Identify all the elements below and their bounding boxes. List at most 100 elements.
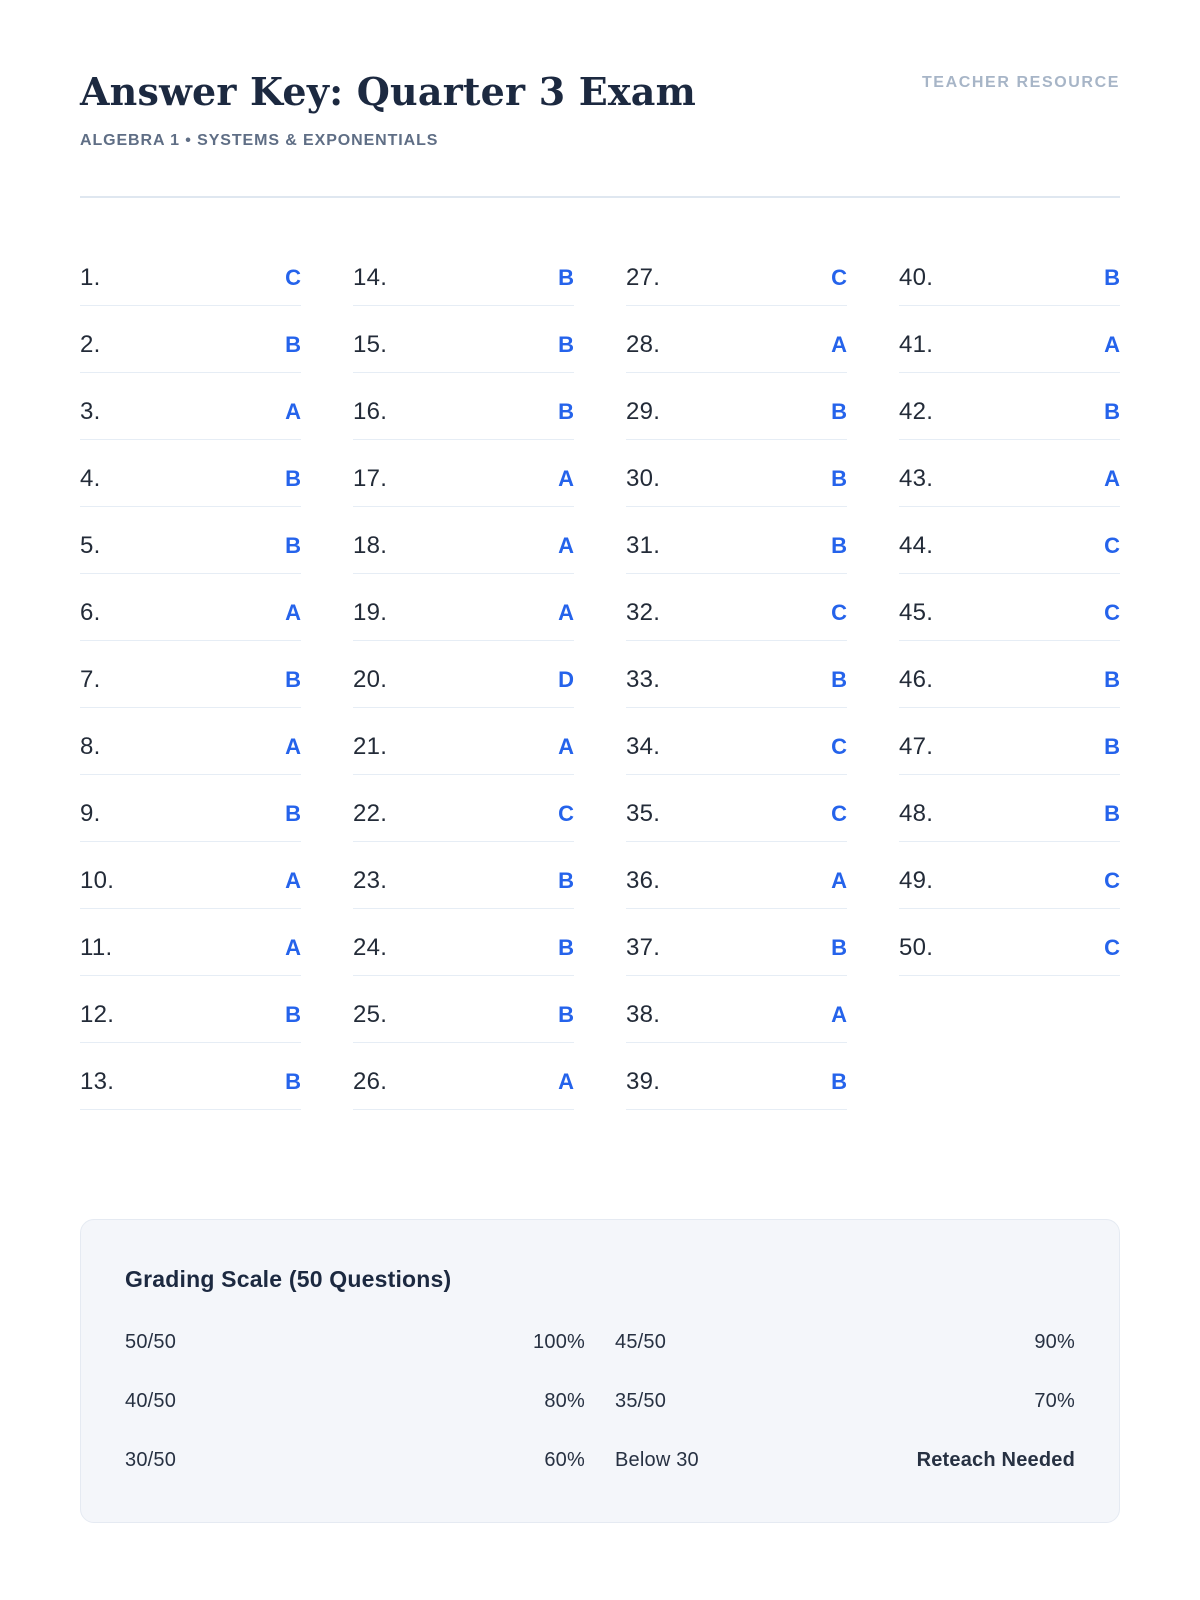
answer-line: 34. C [626,733,847,775]
question-number: 49. [899,866,934,894]
question-number: 37. [626,933,661,961]
answer-key-grid: 1. C 2. B 3. A 4. B [80,264,1120,1135]
answer-line: 2. B [80,331,301,373]
answer-choice: B [285,1001,301,1027]
answer-choice: C [1104,532,1120,558]
answer-choice: B [558,331,574,357]
grading-label: 35/50 [615,1389,667,1412]
answer-line: 9. B [80,800,301,842]
question-number: 11. [80,933,113,961]
answer-row: 39. B [626,1068,847,1135]
answer-line: 21. A [353,733,574,775]
answer-choice: A [285,398,301,424]
question-number: 31. [626,531,661,559]
answer-choice: A [831,867,847,893]
answer-choice: A [558,733,574,759]
question-number: 33. [626,665,661,693]
answer-choice: B [285,800,301,826]
answer-row: 29. B [626,398,847,465]
answer-choice: B [285,465,301,491]
answer-choice: C [831,264,847,290]
answer-row: 28. A [626,331,847,398]
answer-line: 3. A [80,398,301,440]
question-number: 6. [80,598,101,626]
question-number: 36. [626,866,661,894]
answer-line: 29. B [626,398,847,440]
answer-choice: B [831,398,847,424]
answer-line: 1. C [80,264,301,306]
grading-value: Reteach Needed [916,1448,1075,1471]
page-header: Answer Key: Quarter 3 Exam TEACHER RESOU… [80,70,1120,198]
question-number: 20. [353,665,388,693]
question-number: 16. [353,397,388,425]
question-number: 21. [353,732,388,760]
answer-line: 27. C [626,264,847,306]
answer-choice: A [831,1001,847,1027]
answer-row: 1. C [80,264,301,331]
grading-row: Below 30 Reteach Needed [615,1449,1075,1472]
answer-line: 25. B [353,1001,574,1043]
answer-line: 23. B [353,867,574,909]
answer-row: 31. B [626,532,847,599]
answer-row: 49. C [899,867,1120,934]
answer-row: 14. B [353,264,574,331]
answer-row: 10. A [80,867,301,934]
grading-value: 100% [533,1330,585,1353]
answer-row: 25. B [353,1001,574,1068]
answer-line: 49. C [899,867,1120,909]
question-number: 43. [899,464,934,492]
answer-row: 34. C [626,733,847,800]
answer-choice: B [558,867,574,893]
question-number: 50. [899,933,934,961]
grading-label: 50/50 [125,1330,177,1353]
question-number: 26. [353,1067,388,1095]
answer-row: 20. D [353,666,574,733]
answer-row: 42. B [899,398,1120,465]
answer-line: 43. A [899,465,1120,507]
answer-choice: A [1104,465,1120,491]
answer-row: 24. B [353,934,574,1001]
answer-row: 22. C [353,800,574,867]
answer-line: 20. D [353,666,574,708]
answer-line: 40. B [899,264,1120,306]
answer-line: 31. B [626,532,847,574]
answer-line: 22. C [353,800,574,842]
page-title: Answer Key: Quarter 3 Exam [80,69,697,114]
answer-choice: B [558,1001,574,1027]
answer-choice: A [558,465,574,491]
answer-row: 47. B [899,733,1120,800]
question-number: 19. [353,598,388,626]
answer-choice: A [558,599,574,625]
answer-row: 8. A [80,733,301,800]
answer-line: 17. A [353,465,574,507]
answer-line: 14. B [353,264,574,306]
question-number: 22. [353,799,388,827]
answer-row: 37. B [626,934,847,1001]
answer-row: 30. B [626,465,847,532]
answer-row: 21. A [353,733,574,800]
grading-value: 90% [1034,1330,1075,1353]
question-number: 23. [353,866,388,894]
answer-line: 47. B [899,733,1120,775]
answer-choice: B [558,398,574,424]
question-number: 30. [626,464,661,492]
question-number: 29. [626,397,661,425]
answer-line: 12. B [80,1001,301,1043]
answer-row: 23. B [353,867,574,934]
answer-line: 5. B [80,532,301,574]
answer-line: 33. B [626,666,847,708]
answer-choice: C [1104,867,1120,893]
answer-choice: B [285,331,301,357]
grading-value: 80% [544,1389,585,1412]
answer-line: 6. A [80,599,301,641]
answer-choice: A [285,934,301,960]
answer-line: 15. B [353,331,574,373]
question-number: 12. [80,1000,115,1028]
answer-choice: A [831,331,847,357]
answer-choice: B [831,532,847,558]
answer-choice: B [558,264,574,290]
question-number: 35. [626,799,661,827]
answer-choice: B [1104,398,1120,424]
answer-line: 13. B [80,1068,301,1110]
